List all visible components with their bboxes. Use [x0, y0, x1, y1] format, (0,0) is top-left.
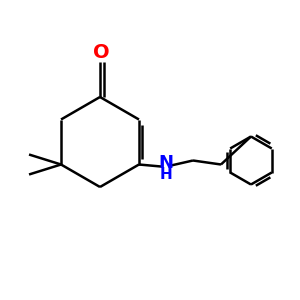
Text: N: N: [158, 154, 173, 172]
Text: O: O: [93, 44, 110, 62]
Text: H: H: [160, 167, 172, 182]
